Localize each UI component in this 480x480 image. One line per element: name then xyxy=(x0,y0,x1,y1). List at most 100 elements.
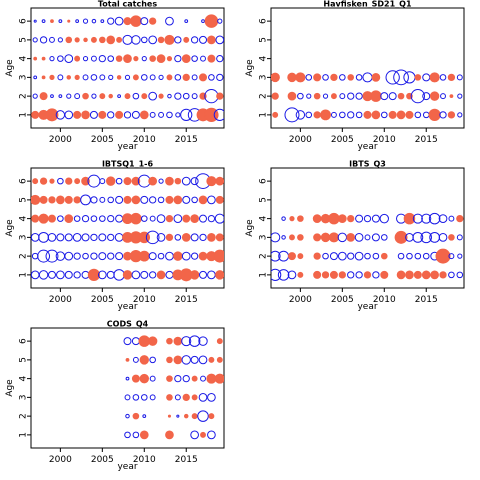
positive-residual-bubble xyxy=(131,195,141,205)
panel-title: IBTSQ1_1-6 xyxy=(102,160,154,169)
y-tick-label: 4 xyxy=(19,215,29,221)
negative-residual-bubble xyxy=(406,252,413,260)
negative-residual-bubble xyxy=(107,233,115,242)
negative-residual-bubble xyxy=(114,16,124,26)
negative-residual-bubble xyxy=(50,94,54,99)
negative-residual-bubble xyxy=(107,17,115,25)
positive-residual-bubble xyxy=(208,356,215,363)
positive-residual-bubble xyxy=(394,230,408,244)
negative-residual-bubble xyxy=(355,92,363,100)
negative-residual-bubble xyxy=(166,111,173,119)
positive-residual-bubble xyxy=(215,233,224,242)
negative-residual-bubble xyxy=(75,19,80,24)
negative-residual-bubble xyxy=(355,271,363,279)
positive-residual-bubble xyxy=(183,36,190,43)
negative-residual-bubble xyxy=(439,111,447,119)
y-tick-label: 3 xyxy=(259,235,269,241)
y-tick-label: 1 xyxy=(19,112,29,118)
positive-residual-bubble xyxy=(449,94,454,99)
y-tick-label: 1 xyxy=(19,272,29,278)
positive-residual-bubble xyxy=(173,251,183,261)
positive-residual-bubble xyxy=(198,251,208,261)
positive-residual-bubble xyxy=(64,195,73,204)
negative-residual-bubble xyxy=(191,196,198,204)
negative-residual-bubble xyxy=(49,36,55,43)
positive-residual-bubble xyxy=(99,36,106,44)
positive-residual-bubble xyxy=(173,355,183,365)
negative-residual-bubble xyxy=(173,214,183,223)
negative-residual-bubble xyxy=(158,178,164,184)
positive-residual-bubble xyxy=(81,110,90,120)
positive-residual-bubble xyxy=(405,110,414,119)
positive-residual-bubble xyxy=(65,177,73,185)
negative-residual-bubble xyxy=(422,252,430,260)
positive-residual-bubble xyxy=(165,176,174,186)
positive-residual-bubble xyxy=(371,73,381,82)
plot-frame xyxy=(30,7,225,129)
positive-residual-bubble xyxy=(131,176,141,186)
positive-residual-bubble xyxy=(380,252,388,260)
positive-residual-bubble xyxy=(139,430,149,440)
positive-residual-bubble xyxy=(189,270,200,280)
y-tick-label: 2 xyxy=(259,253,269,259)
negative-residual-bubble xyxy=(284,107,300,123)
negative-residual-bubble xyxy=(41,19,46,24)
positive-residual-bubble xyxy=(108,93,113,99)
negative-residual-bubble xyxy=(305,111,313,119)
y-axis-label: Age xyxy=(245,219,255,237)
negative-residual-bubble xyxy=(457,112,463,118)
positive-residual-bubble xyxy=(330,93,337,100)
positive-residual-bubble xyxy=(297,271,304,278)
positive-residual-bubble xyxy=(139,110,149,120)
negative-residual-bubble xyxy=(82,18,89,24)
positive-residual-bubble xyxy=(174,177,182,185)
negative-residual-bubble xyxy=(73,252,81,260)
x-axis-label: year xyxy=(357,302,377,312)
negative-residual-bubble xyxy=(207,195,216,205)
positive-residual-bubble xyxy=(208,413,215,420)
positive-residual-bubble xyxy=(83,37,88,43)
bubbles xyxy=(271,69,463,123)
positive-residual-bubble xyxy=(200,431,206,438)
positive-residual-bubble xyxy=(287,252,296,261)
positive-residual-bubble xyxy=(207,233,216,242)
positive-residual-bubble xyxy=(337,214,347,223)
negative-residual-bubble xyxy=(148,91,158,101)
positive-residual-bubble xyxy=(131,374,140,383)
positive-residual-bubble xyxy=(346,233,356,242)
negative-residual-bubble xyxy=(49,56,55,62)
y-axis-label: Age xyxy=(5,59,15,77)
negative-residual-bubble xyxy=(388,92,397,101)
y-tick-label: 2 xyxy=(19,413,29,419)
negative-residual-bubble xyxy=(31,233,40,242)
negative-residual-bubble xyxy=(107,111,115,119)
positive-residual-bubble xyxy=(287,91,297,101)
negative-residual-bubble xyxy=(74,93,81,100)
negative-residual-bubble xyxy=(45,249,59,263)
negative-residual-bubble xyxy=(81,233,90,242)
positive-residual-bubble xyxy=(191,413,198,420)
negative-residual-bubble xyxy=(198,393,208,402)
negative-residual-bubble xyxy=(90,74,98,81)
positive-residual-bubble xyxy=(41,56,46,61)
negative-residual-bubble xyxy=(123,337,132,346)
negative-residual-bubble xyxy=(414,252,422,260)
negative-residual-bubble xyxy=(213,108,224,121)
positive-residual-bubble xyxy=(396,110,406,120)
negative-residual-bubble xyxy=(98,54,106,63)
negative-residual-bubble xyxy=(215,35,224,45)
positive-residual-bubble xyxy=(166,375,173,382)
negative-residual-bubble xyxy=(99,196,106,203)
negative-residual-bubble xyxy=(64,233,73,242)
negative-residual-bubble xyxy=(198,336,208,346)
negative-residual-bubble xyxy=(140,74,148,81)
panel-title: CODS_Q4 xyxy=(107,320,149,329)
negative-residual-bubble xyxy=(371,214,380,223)
negative-residual-bubble xyxy=(190,355,199,364)
negative-residual-bubble xyxy=(174,54,182,63)
negative-residual-bubble xyxy=(131,337,140,346)
positive-residual-bubble xyxy=(123,195,132,204)
negative-residual-bubble xyxy=(188,335,201,347)
bubbles xyxy=(123,335,224,440)
